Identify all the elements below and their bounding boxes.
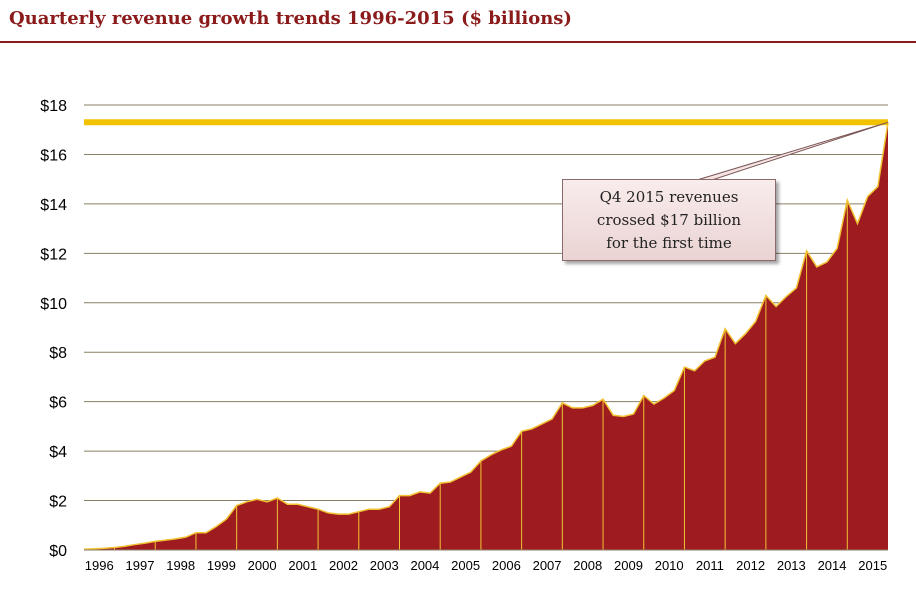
x-tick-label: 1997 xyxy=(126,558,155,573)
x-tick-label: 2000 xyxy=(248,558,277,573)
x-tick-label: 2009 xyxy=(614,558,643,573)
y-tick-label: $8 xyxy=(49,345,67,362)
annotation-line-1: Q4 2015 revenues xyxy=(599,187,739,206)
x-tick-label: 1998 xyxy=(166,558,195,573)
y-tick-label: $6 xyxy=(49,395,67,412)
annotation-line-2: crossed $17 billion xyxy=(596,210,742,229)
x-tick-label: 2010 xyxy=(655,558,684,573)
x-tick-label: 2002 xyxy=(329,558,358,573)
y-tick-label: $12 xyxy=(40,246,67,263)
x-tick-label: 1999 xyxy=(207,558,236,573)
x-tick-label: 2015 xyxy=(858,558,887,573)
x-tick-label: 1996 xyxy=(85,558,114,573)
y-tick-label: $0 xyxy=(49,543,67,560)
y-tick-label: $14 xyxy=(40,197,67,214)
page-title: Quarterly revenue growth trends 1996-201… xyxy=(9,8,572,29)
x-tick-label: 2012 xyxy=(736,558,765,573)
revenue-area xyxy=(84,122,888,551)
revenue-outline xyxy=(83,122,889,551)
x-tick-label: 2005 xyxy=(451,558,480,573)
y-tick-label: $2 xyxy=(49,494,67,511)
x-tick-label: 2014 xyxy=(818,558,847,573)
y-tick-label: $18 xyxy=(40,98,67,115)
title-divider xyxy=(0,41,916,43)
y-tick-label: $4 xyxy=(49,444,67,461)
x-tick-label: 2008 xyxy=(573,558,602,573)
x-tick-label: 2001 xyxy=(288,558,317,573)
x-tick-label: 2007 xyxy=(533,558,562,573)
y-tick-label: $16 xyxy=(40,147,67,164)
x-tick-label: 2006 xyxy=(492,558,521,573)
y-tick-label: $10 xyxy=(40,296,67,313)
annotation-callout: Q4 2015 revenues crossed $17 billion for… xyxy=(562,179,776,261)
callout-pointer xyxy=(696,121,889,181)
x-tick-label: 2013 xyxy=(777,558,806,573)
x-tick-label: 2011 xyxy=(696,558,724,573)
annotation-line-3: for the first time xyxy=(606,233,732,252)
x-tick-label: 2003 xyxy=(370,558,399,573)
x-tick-label: 2004 xyxy=(410,558,439,573)
